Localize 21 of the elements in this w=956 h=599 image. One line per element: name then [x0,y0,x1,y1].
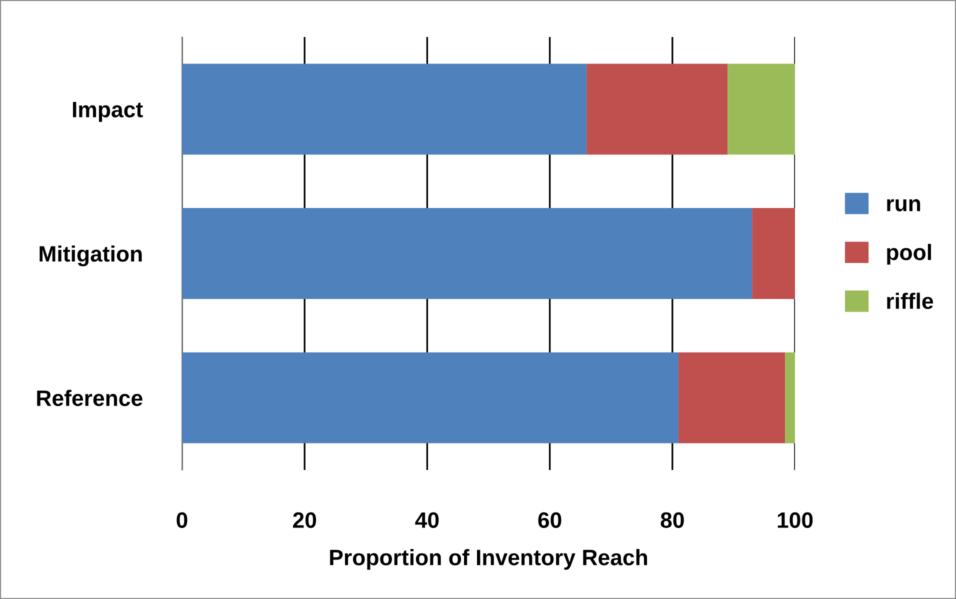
bar [728,64,795,155]
y-tick-label: Mitigation [40,245,142,266]
bar [182,352,679,444]
bar [586,64,728,155]
x-tick-label: 20 [293,512,316,528]
bar [182,208,752,299]
legend-label: riffle [887,292,934,310]
x-tick-label: 40 [415,512,439,528]
bar [752,208,795,299]
x-tick-label: 100 [778,512,813,528]
y-tick-label: Impact [72,102,143,122]
bar [785,352,795,444]
x-axis-title: Proportion of Inventory Reach [330,549,648,570]
legend-label: pool [887,244,931,265]
y-tick-label: Reference [37,390,142,406]
bar [678,352,786,444]
x-tick-label: 60 [538,512,562,528]
bar [182,64,587,155]
x-tick-label: 80 [660,512,684,528]
x-tick-label: 0 [176,512,188,528]
legend-label: run [887,199,920,212]
